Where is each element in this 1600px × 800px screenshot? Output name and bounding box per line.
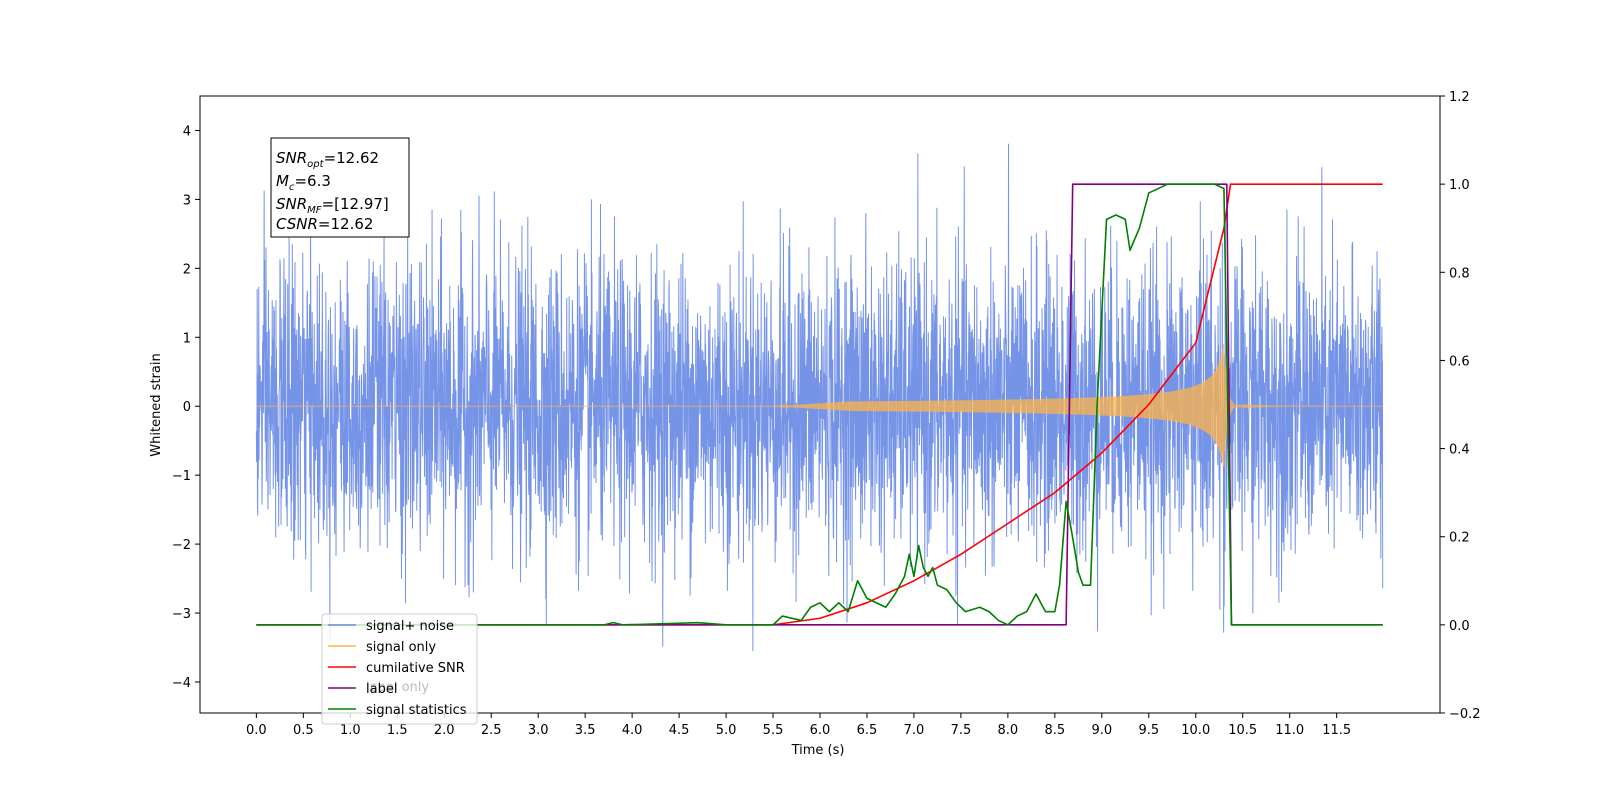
x-tick-label: 11.0 <box>1275 723 1304 738</box>
y-right-tick-label: −0.2 <box>1449 707 1481 722</box>
annotation-line-csnr: CSNR=12.62 <box>276 215 373 233</box>
y-tick-label: 3 <box>183 193 191 208</box>
annotation-line-mc: Mc=6.3 <box>276 172 331 193</box>
legend-label: cumilative SNR <box>366 661 465 676</box>
x-tick-label: 9.5 <box>1138 723 1159 738</box>
legend-label: signal only <box>366 640 436 655</box>
x-tick-label: 4.5 <box>669 723 690 738</box>
legend-item-label-only: label only <box>366 680 429 695</box>
cumulative-snr-line <box>256 183 1383 626</box>
signal-statistics-line <box>256 183 1383 626</box>
x-tick-label: 6.5 <box>857 723 878 738</box>
x-tick-label: 2.0 <box>434 723 455 738</box>
y-right-tick-label: 1.0 <box>1449 178 1470 193</box>
x-tick-label: 6.0 <box>810 723 831 738</box>
legend-label: label <box>366 682 397 697</box>
x-tick-label: 8.5 <box>1045 723 1066 738</box>
y-tick-label: −3 <box>172 607 191 622</box>
legend-item-label: label <box>328 682 397 697</box>
y-right-tick-label: 1.2 <box>1449 90 1470 105</box>
y-right-tick-label: 0.6 <box>1449 354 1470 369</box>
signal-only-line <box>256 344 1383 467</box>
y-tick-label: 1 <box>183 331 191 346</box>
x-tick-label: 1.5 <box>387 723 408 738</box>
x-axis-label: Time (s) <box>791 743 845 758</box>
y-right-tick-label: 0.8 <box>1449 266 1470 281</box>
y-right-tick-label: 0.0 <box>1449 619 1470 634</box>
x-tick-label: 0.0 <box>246 723 267 738</box>
x-tick-label: 11.5 <box>1322 723 1351 738</box>
y-tick-label: 4 <box>183 124 191 139</box>
y-tick-label: −1 <box>172 469 191 484</box>
plot-area <box>255 143 1384 652</box>
y-right-tick-label: 0.2 <box>1449 531 1470 546</box>
statistics-lines <box>256 183 1383 626</box>
y-tick-label: −2 <box>172 538 191 553</box>
x-tick-label: 1.0 <box>340 723 361 738</box>
y-axis-label: Whitened strain <box>149 353 164 456</box>
x-tick-label: 8.0 <box>998 723 1019 738</box>
legend-box <box>321 613 478 725</box>
x-tick-label: 10.0 <box>1181 723 1210 738</box>
x-tick-label: 2.5 <box>481 723 502 738</box>
annotation-line-snr-mf: SNRMF=[12.97] <box>276 195 389 216</box>
y-tick-label: −4 <box>172 676 191 691</box>
y-axis-right: 1.2 1.0 0.8 0.6 0.4 0.2 0.0 −0.2 <box>1440 90 1481 722</box>
legend-label: signal+ noise <box>366 619 454 634</box>
x-tick-label: 7.0 <box>904 723 925 738</box>
y-tick-label: 2 <box>183 262 191 277</box>
x-axis: 0.0 0.5 1.0 1.5 2.0 2.5 3.0 3.5 4.0 4.5 5.0 5.5 6.0 6… <box>246 713 1351 738</box>
legend: label only signal+ noise signal only cumila… <box>321 613 478 725</box>
x-tick-label: 7.5 <box>951 723 972 738</box>
y-axis-left: 4 3 2 1 0 −1 −2 −3 −4 <box>172 124 200 691</box>
y-right-tick-label: 0.4 <box>1449 443 1470 458</box>
legend-item-cumulative-snr: cumilative SNR <box>328 661 465 676</box>
x-tick-label: 4.0 <box>622 723 643 738</box>
x-tick-label: 9.0 <box>1091 723 1112 738</box>
x-tick-label: 5.5 <box>763 723 784 738</box>
x-tick-label: 3.0 <box>528 723 549 738</box>
snr-annotation-box: SNRopt=12.62 Mc=6.3 SNRMF=[12.97] CSNR=1… <box>270 137 410 238</box>
x-tick-label: 10.5 <box>1228 723 1257 738</box>
annotation-line-snr-opt: SNRopt=12.62 <box>276 149 379 170</box>
x-tick-label: 0.5 <box>293 723 314 738</box>
signal-only-series <box>256 344 1383 467</box>
legend-label: signal statistics <box>366 703 467 718</box>
x-tick-label: 3.5 <box>575 723 596 738</box>
x-tick-label: 5.0 <box>716 723 737 738</box>
y-tick-label: 0 <box>183 400 191 415</box>
legend-item-signal-noise: signal+ noise <box>328 619 454 634</box>
legend-label: label only <box>366 680 429 695</box>
legend-item-signal-statistics: signal statistics <box>328 703 467 718</box>
legend-item-signal-only: signal only <box>328 640 436 655</box>
